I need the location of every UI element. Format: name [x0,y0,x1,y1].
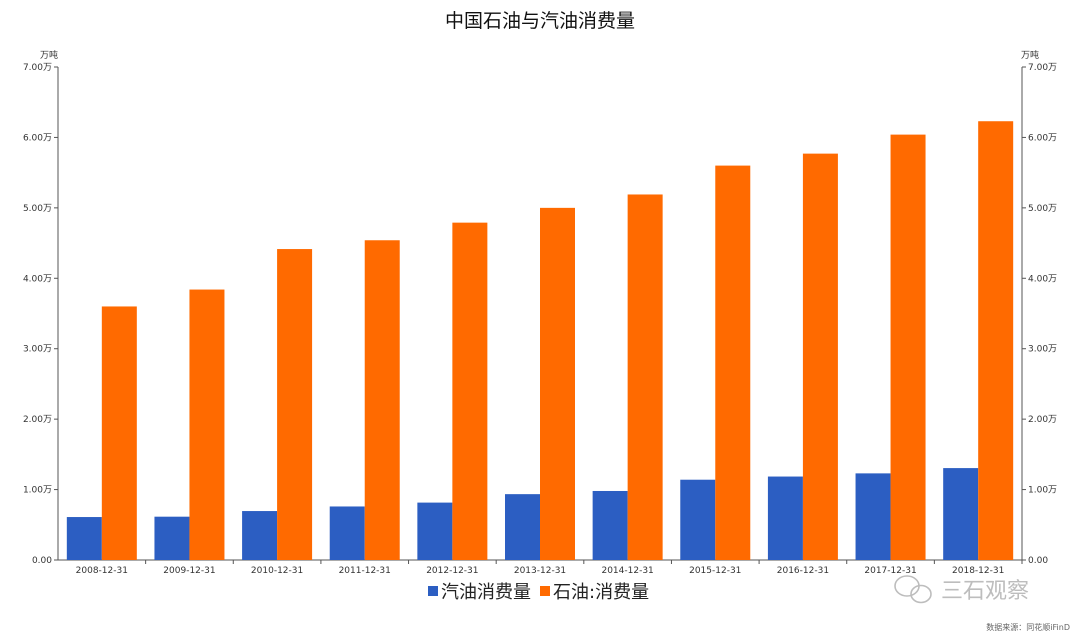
x-tick-label: 2009-12-31 [163,566,215,576]
right-y-tick-label: 6.00万 [1028,133,1057,143]
watermark-text: 三石观察 [941,579,1029,604]
left-y-tick-label: 6.00万 [23,133,52,143]
bar-gasoline [154,516,190,560]
bar-gasoline [592,490,628,560]
right-y-tick-label: 0.00 [1028,556,1048,566]
left-y-tick-label: 2.00万 [23,415,52,425]
right-y-tick-label: 5.00万 [1028,204,1057,214]
left-y-tick-label: 1.00万 [23,486,52,496]
x-tick-label: 2015-12-31 [689,566,741,576]
bar-gasoline [505,494,540,560]
x-tick-label: 2011-12-31 [339,566,391,576]
right-y-tick-label: 4.00万 [1028,274,1057,284]
x-tick-label: 2017-12-31 [864,566,916,576]
bar-petroleum [277,249,313,560]
bar-petroleum [101,306,137,560]
bar-petroleum [540,207,575,560]
x-tick-label: 2014-12-31 [601,566,653,576]
watermark: 三石观察 [894,575,1029,604]
bar-gasoline [855,473,891,560]
right-y-tick-label: 7.00万 [1028,63,1057,73]
x-tick-label: 2018-12-31 [952,566,1004,576]
bar-petroleum [715,165,751,560]
x-tick-label: 2010-12-31 [251,566,303,576]
bars [66,121,1014,561]
legend-swatch [428,586,438,596]
legend-item-label[interactable]: 石油:消费量 [553,582,649,603]
left-axis-unit: 万吨 [40,49,58,61]
right-y-tick-label: 1.00万 [1028,486,1057,496]
bar-petroleum [627,194,663,560]
right-axis-unit: 万吨 [1021,49,1039,61]
source-note: 数据来源：同花顺iFinD [986,622,1070,632]
bar-gasoline [329,506,365,560]
chart-title: 中国石油与汽油消费量 [445,10,635,32]
x-tick-label: 2012-12-31 [426,566,478,576]
left-y-tick-label: 7.00万 [23,63,52,73]
bar-gasoline [680,479,716,560]
left-y-tick-label: 4.00万 [23,274,52,284]
x-tick-label: 2013-12-31 [514,566,566,576]
bar-petroleum [978,121,1014,560]
right-y-tick-label: 2.00万 [1028,415,1057,425]
bar-petroleum [452,222,488,560]
left-y-tick-label: 3.00万 [23,345,52,355]
legend-item-label[interactable]: 汽油消费量 [441,582,531,603]
bar-gasoline [943,468,979,560]
x-axis-tick-labels: 2008-12-31 2009-12-31 2010-12-31 2011-12-31… [76,566,1005,576]
bar-gasoline [767,476,803,560]
legend[interactable]: 汽油消费量 石油:消费量 [428,582,649,603]
x-tick-label: 2016-12-31 [777,566,829,576]
bar-petroleum [890,134,926,560]
left-y-tick-label: 0.00 [32,556,52,566]
bar-gasoline [242,511,278,560]
legend-swatch [540,586,550,596]
bar-petroleum [802,153,838,560]
bar-petroleum [364,240,400,561]
right-y-tick-label: 3.00万 [1028,345,1057,355]
wechat-icon [894,575,932,604]
left-y-tick-label: 5.00万 [23,204,52,214]
bar-gasoline [417,502,453,560]
bar-gasoline [66,517,102,560]
bar-petroleum [189,289,225,560]
x-tick-label: 2008-12-31 [76,566,128,576]
